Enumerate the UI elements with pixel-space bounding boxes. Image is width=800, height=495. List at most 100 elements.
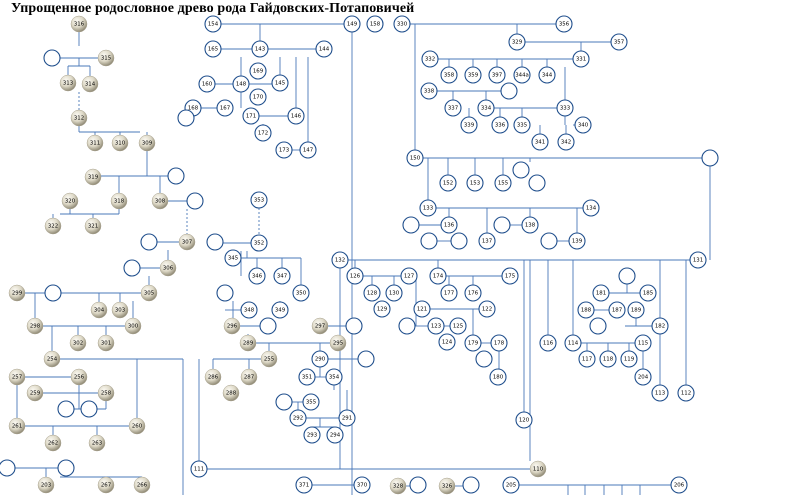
person-node[interactable]: 145 xyxy=(271,74,289,92)
person-node[interactable]: 370 xyxy=(353,476,371,494)
person-node[interactable]: 139 xyxy=(568,232,586,250)
person-node[interactable]: 150 xyxy=(406,149,424,167)
person-node[interactable]: 356 xyxy=(555,15,573,33)
spouse-node[interactable] xyxy=(475,350,493,368)
spouse-node[interactable] xyxy=(618,267,636,285)
person-node[interactable]: 346 xyxy=(248,267,266,285)
person-node[interactable]: 334 xyxy=(477,99,495,117)
spouse-node[interactable] xyxy=(206,233,224,251)
person-node[interactable]: 128 xyxy=(363,284,381,302)
person-node[interactable]: 117 xyxy=(578,350,596,368)
person-node-male[interactable]: 313 xyxy=(59,74,77,92)
person-node[interactable]: 177 xyxy=(440,284,458,302)
spouse-node[interactable] xyxy=(0,459,16,477)
person-node[interactable]: 337 xyxy=(444,99,462,117)
person-node[interactable]: 155 xyxy=(494,174,512,192)
person-node-male[interactable]: 261 xyxy=(8,417,26,435)
person-node[interactable]: 112 xyxy=(677,384,695,402)
person-node[interactable]: 348 xyxy=(240,301,258,319)
person-node-male[interactable]: 318 xyxy=(110,192,128,210)
person-node-male[interactable]: 297 xyxy=(311,317,329,335)
person-node-male[interactable]: 110 xyxy=(529,460,547,478)
person-node[interactable]: 176 xyxy=(464,284,482,302)
person-node[interactable]: 158 xyxy=(366,15,384,33)
person-node[interactable]: 294 xyxy=(326,426,344,444)
person-node[interactable]: 116 xyxy=(539,334,557,352)
person-node[interactable]: 175 xyxy=(501,267,519,285)
person-node[interactable]: 165 xyxy=(204,40,222,58)
spouse-node[interactable] xyxy=(167,167,185,185)
person-node-male[interactable]: 259 xyxy=(26,384,44,402)
person-node[interactable]: 179 xyxy=(464,334,482,352)
person-node-male[interactable]: 258 xyxy=(97,384,115,402)
spouse-node[interactable] xyxy=(345,317,363,335)
person-node[interactable]: 138 xyxy=(521,216,539,234)
person-node[interactable]: 397 xyxy=(488,66,506,84)
person-node[interactable]: 330 xyxy=(393,15,411,33)
person-node[interactable]: 171 xyxy=(242,107,260,125)
person-node[interactable]: 169 xyxy=(249,62,267,80)
spouse-node[interactable] xyxy=(500,82,518,100)
person-node[interactable]: 342 xyxy=(557,133,575,151)
person-node-male[interactable]: 256 xyxy=(70,368,88,386)
person-node-male[interactable]: 266 xyxy=(133,476,151,494)
person-node[interactable]: 338 xyxy=(420,82,438,100)
person-node[interactable]: 124 xyxy=(438,333,456,351)
person-node[interactable]: 160 xyxy=(198,75,216,93)
person-node[interactable]: 292 xyxy=(289,409,307,427)
person-node[interactable]: 185 xyxy=(639,284,657,302)
spouse-node[interactable] xyxy=(589,317,607,335)
spouse-node[interactable] xyxy=(43,49,61,67)
person-node[interactable]: 170 xyxy=(249,88,267,106)
spouse-node[interactable] xyxy=(701,149,719,167)
person-node-male[interactable]: 320 xyxy=(61,192,79,210)
spouse-node[interactable] xyxy=(420,232,438,250)
person-node-male[interactable]: 310 xyxy=(111,134,129,152)
spouse-node[interactable] xyxy=(57,459,75,477)
person-node-male[interactable]: 311 xyxy=(86,134,104,152)
person-node[interactable]: 336 xyxy=(491,116,509,134)
person-node-male[interactable]: 286 xyxy=(204,368,222,386)
person-node[interactable]: 130 xyxy=(385,284,403,302)
person-node-male[interactable]: 306 xyxy=(159,259,177,277)
person-node[interactable]: 182 xyxy=(651,317,669,335)
spouse-node[interactable] xyxy=(540,232,558,250)
person-node-male[interactable]: 308 xyxy=(151,192,169,210)
person-node[interactable]: 126 xyxy=(346,267,364,285)
person-node[interactable]: 120 xyxy=(515,411,533,429)
person-node-male[interactable]: 255 xyxy=(260,350,278,368)
spouse-node[interactable] xyxy=(402,216,420,234)
person-node[interactable]: 353 xyxy=(250,191,268,209)
person-node[interactable]: 344a xyxy=(513,66,531,84)
person-node-male[interactable]: 287 xyxy=(240,368,258,386)
person-node[interactable]: 205 xyxy=(502,476,520,494)
spouse-node[interactable] xyxy=(275,393,293,411)
person-node[interactable]: 371 xyxy=(295,476,313,494)
spouse-node[interactable] xyxy=(450,232,468,250)
person-node[interactable]: 351 xyxy=(298,368,316,386)
person-node[interactable]: 339 xyxy=(460,116,478,134)
person-node[interactable]: 335 xyxy=(513,116,531,134)
person-node[interactable]: 173 xyxy=(275,141,293,159)
spouse-node[interactable] xyxy=(528,174,546,192)
person-node[interactable]: 340 xyxy=(574,116,592,134)
person-node[interactable]: 153 xyxy=(466,174,484,192)
spouse-node[interactable] xyxy=(140,233,158,251)
person-node[interactable]: 115 xyxy=(634,334,652,352)
person-node-male[interactable]: 316 xyxy=(70,15,88,33)
person-node[interactable]: 111 xyxy=(190,460,208,478)
person-node-male[interactable]: 267 xyxy=(97,476,115,494)
person-node[interactable]: 144 xyxy=(315,40,333,58)
person-node[interactable]: 119 xyxy=(620,350,638,368)
spouse-node[interactable] xyxy=(44,284,62,302)
person-node-male[interactable]: 326 xyxy=(438,477,456,495)
person-node[interactable]: 167 xyxy=(216,99,234,117)
person-node[interactable]: 154 xyxy=(204,15,222,33)
person-node[interactable]: 127 xyxy=(400,267,418,285)
person-node-male[interactable]: 305 xyxy=(140,284,158,302)
person-node[interactable]: 358 xyxy=(440,66,458,84)
person-node[interactable]: 357 xyxy=(610,33,628,51)
person-node-male[interactable]: 260 xyxy=(128,417,146,435)
spouse-node[interactable] xyxy=(357,350,375,368)
person-node-male[interactable]: 262 xyxy=(44,434,62,452)
